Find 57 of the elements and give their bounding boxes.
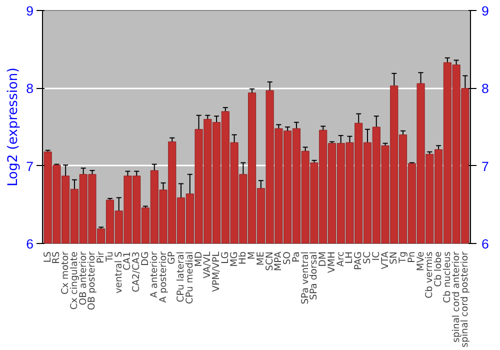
x-tick-label: spinal cord anterior	[450, 251, 462, 342]
y2-tick-label: 6	[482, 236, 489, 252]
x-tick-label: A posterior	[158, 251, 169, 303]
x-tick-label: OB posterior	[86, 251, 98, 310]
x-tick-label: LS	[42, 251, 54, 263]
x-tick-label: IC	[370, 252, 382, 261]
x-tick-label: CA1	[122, 251, 134, 270]
x-tick-label: Hb	[238, 251, 249, 264]
x-tick-label: LG	[220, 251, 231, 264]
x-tick-label: SPa dorsal	[308, 251, 320, 300]
x-tick-label: CPu lateral	[176, 251, 187, 302]
x-tick-label: VTA	[380, 250, 391, 270]
x-tick-label: PAG	[353, 251, 364, 270]
y-tick-label: 9	[26, 4, 34, 18]
x-tick-label: ME	[255, 251, 266, 266]
x-tick-label: SO	[282, 252, 294, 265]
x-tick-label: Pa	[290, 251, 302, 262]
x-tick-label: VMH	[326, 251, 338, 273]
y2-tick-label: 7	[482, 158, 489, 174]
x-tick-label: Cb lobe	[433, 251, 444, 287]
y-tick-label: 6	[26, 236, 34, 252]
x-tick-label: DG	[140, 251, 152, 266]
x-tick-label: M	[246, 251, 258, 260]
x-tick-label: MPA	[273, 250, 284, 271]
x-tick-label: MVe	[415, 251, 426, 271]
y-tick-label: 8	[26, 81, 34, 96]
x-tick-label: GP	[166, 251, 178, 264]
x-tick-label: OB anterior	[78, 251, 89, 306]
x-tick-label: Arc	[335, 252, 346, 267]
x-tick-label: SC	[362, 251, 373, 264]
x-tick-label: CA2/CA3	[131, 251, 142, 292]
x-tick-label: Tu	[104, 251, 116, 263]
x-tick-label: Pir	[96, 251, 107, 264]
x-tick-label: VPM/VPL	[211, 250, 222, 292]
x-tick-label: VA/VL	[202, 250, 214, 278]
x-tick-label: CPu medial	[184, 252, 196, 304]
x-tick-label: MD	[193, 251, 204, 267]
x-tick-label: SN	[388, 251, 400, 264]
x-tick-label: DM	[318, 251, 329, 267]
x-tick-label: spinal cord posterior	[460, 251, 471, 348]
x-tick-label: LH	[344, 251, 356, 264]
x-tick-label: SPa ventral	[300, 252, 311, 304]
y-axis-title: Log2 (expression)	[6, 68, 22, 186]
x-tick-label: SCN	[264, 251, 276, 271]
y2-tick-label: 9	[482, 4, 489, 18]
x-tick-label: Tg	[398, 251, 409, 264]
x-tick-label: ventral S	[113, 251, 124, 294]
y-tick-label: 7	[26, 158, 34, 174]
x-tick-label: Cb nucleus	[442, 251, 453, 303]
x-tick-label: Cx cingulate	[68, 251, 80, 310]
x-tick-label: RS	[51, 251, 62, 264]
x-tick-label: Cx motor	[60, 251, 72, 294]
x-tick-label: Pn	[406, 251, 418, 263]
y2-tick-label: 8	[482, 81, 489, 96]
x-tick-label: A anterior	[148, 251, 160, 298]
x-tick-label: Cb vermis	[424, 251, 436, 298]
x-tick-label: MG	[228, 251, 240, 267]
